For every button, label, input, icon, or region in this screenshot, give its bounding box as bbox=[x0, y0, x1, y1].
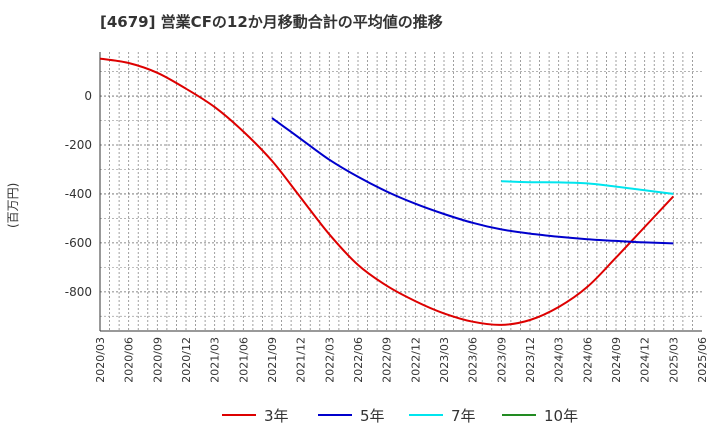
legend-label: 10年 bbox=[544, 406, 579, 425]
series-line-2 bbox=[271, 117, 674, 245]
series-lines bbox=[99, 57, 675, 326]
y-tick-label: 0 bbox=[84, 89, 92, 103]
y-tick-label: -200 bbox=[65, 138, 92, 152]
legend-line-swatch bbox=[409, 414, 443, 416]
x-tick-label: 2022/06 bbox=[352, 337, 365, 383]
x-tick-label: 2025/03 bbox=[667, 337, 680, 383]
legend-label: 3年 bbox=[264, 406, 289, 425]
x-tick-label: 2023/06 bbox=[467, 337, 480, 383]
x-tick-label: 2022/09 bbox=[381, 337, 394, 383]
legend-item: 10年 bbox=[502, 403, 578, 427]
axes: 0 -200 -400 -600 -800 2020/03 2020/06 2020/09 20… bbox=[65, 52, 709, 383]
chart-title: [4679] 営業CFの12か月移動合計の平均値の推移 bbox=[100, 13, 443, 31]
line-chart: 0 -200 -400 -600 -800 2020/03 2020/06 2020/09 20… bbox=[65, 52, 709, 383]
y-tick-label: -400 bbox=[65, 187, 92, 201]
legend-line-swatch bbox=[318, 414, 352, 416]
x-tick-label: 2021/09 bbox=[266, 337, 279, 383]
x-tick-label: 2021/06 bbox=[237, 337, 250, 383]
x-tick-label: 2025/06 bbox=[696, 337, 709, 383]
x-tick-label: 2020/03 bbox=[94, 337, 107, 383]
legend-line-swatch bbox=[222, 414, 256, 416]
legend: 3年 5年 7年 10年 bbox=[0, 403, 720, 427]
x-tick-label: 2024/06 bbox=[581, 337, 594, 383]
x-tick-label: 2021/03 bbox=[209, 337, 222, 383]
legend-item: 3年 bbox=[222, 403, 289, 427]
x-tick-label: 2022/12 bbox=[409, 337, 422, 383]
x-tick-label: 2023/09 bbox=[495, 337, 508, 383]
legend-line-swatch bbox=[502, 414, 536, 416]
x-tick-label: 2021/12 bbox=[295, 337, 308, 383]
x-tick-label: 2020/12 bbox=[180, 337, 193, 383]
legend-label: 5年 bbox=[360, 406, 385, 425]
x-tick-label: 2024/09 bbox=[610, 337, 623, 383]
x-tick-label: 2022/03 bbox=[323, 337, 336, 383]
legend-item: 7年 bbox=[409, 403, 476, 427]
legend-item: 5年 bbox=[318, 403, 385, 427]
y-tick-label: -800 bbox=[65, 285, 92, 299]
series-line-3 bbox=[501, 180, 674, 195]
y-tick-label: -600 bbox=[65, 236, 92, 250]
x-tick-label: 2023/12 bbox=[524, 337, 537, 383]
plot-area bbox=[100, 52, 702, 331]
x-tick-label: 2020/06 bbox=[123, 337, 136, 383]
legend-label: 7年 bbox=[451, 406, 476, 425]
x-tick-label: 2023/03 bbox=[438, 337, 451, 383]
series-line-1 bbox=[99, 57, 675, 326]
x-tick-label: 2024/12 bbox=[639, 337, 652, 383]
grid bbox=[100, 52, 702, 331]
x-tick-label: 2020/09 bbox=[151, 337, 164, 383]
x-tick-label: 2024/03 bbox=[553, 337, 566, 383]
